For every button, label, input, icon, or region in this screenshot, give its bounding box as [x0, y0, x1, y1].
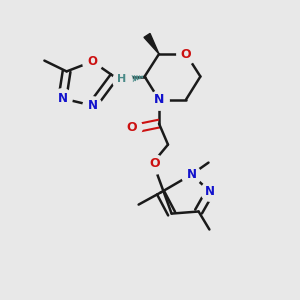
Text: O: O: [181, 47, 191, 61]
Text: N: N: [154, 93, 164, 106]
Text: H: H: [118, 74, 127, 85]
Text: N: N: [205, 185, 215, 198]
Text: O: O: [127, 121, 137, 134]
Polygon shape: [144, 33, 159, 54]
Text: O: O: [87, 55, 98, 68]
Text: N: N: [87, 99, 98, 112]
Text: O: O: [149, 157, 160, 170]
Text: N: N: [186, 168, 197, 181]
Text: N: N: [57, 92, 68, 105]
